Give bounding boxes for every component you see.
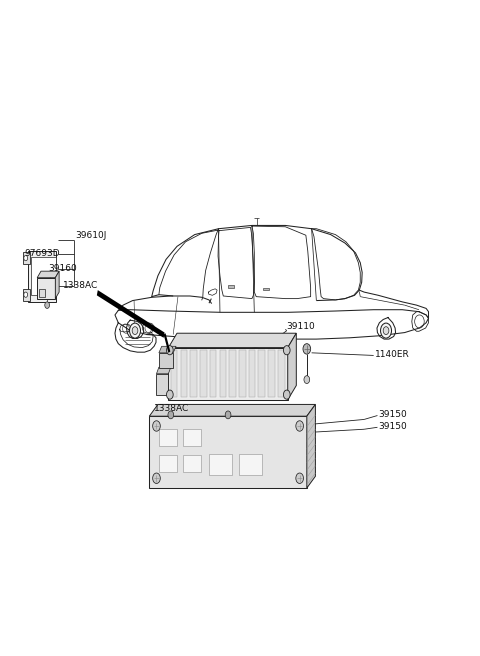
Polygon shape bbox=[159, 353, 173, 369]
Text: 1140ER: 1140ER bbox=[374, 350, 409, 359]
Text: 39160: 39160 bbox=[48, 264, 77, 273]
Bar bbox=[183, 429, 201, 445]
Circle shape bbox=[167, 346, 173, 355]
Circle shape bbox=[303, 344, 311, 354]
Text: 39110: 39110 bbox=[287, 322, 315, 331]
Circle shape bbox=[304, 376, 310, 384]
Polygon shape bbox=[307, 405, 315, 488]
Polygon shape bbox=[200, 350, 207, 398]
Circle shape bbox=[225, 411, 231, 419]
Circle shape bbox=[383, 327, 389, 335]
Circle shape bbox=[45, 302, 49, 308]
Polygon shape bbox=[219, 350, 226, 398]
Polygon shape bbox=[55, 271, 59, 298]
Polygon shape bbox=[259, 350, 265, 398]
Bar bbox=[23, 252, 30, 264]
Polygon shape bbox=[239, 350, 246, 398]
Circle shape bbox=[283, 346, 290, 355]
Bar bbox=[159, 429, 177, 445]
Text: 39150: 39150 bbox=[378, 422, 407, 431]
Circle shape bbox=[24, 255, 28, 260]
Polygon shape bbox=[229, 350, 236, 398]
Polygon shape bbox=[149, 405, 315, 416]
Circle shape bbox=[296, 473, 303, 483]
Polygon shape bbox=[156, 367, 171, 374]
Polygon shape bbox=[28, 251, 56, 302]
Polygon shape bbox=[190, 350, 197, 398]
Polygon shape bbox=[171, 350, 178, 398]
Polygon shape bbox=[268, 350, 275, 398]
Polygon shape bbox=[249, 350, 255, 398]
Polygon shape bbox=[156, 374, 168, 395]
Bar bbox=[209, 454, 232, 475]
Polygon shape bbox=[149, 416, 307, 488]
Text: 39610J: 39610J bbox=[75, 231, 107, 240]
Circle shape bbox=[168, 411, 174, 419]
Polygon shape bbox=[210, 350, 216, 398]
Circle shape bbox=[153, 473, 160, 483]
Text: 1338AC: 1338AC bbox=[154, 404, 189, 413]
Bar bbox=[263, 287, 269, 290]
Text: 1338AC: 1338AC bbox=[62, 281, 98, 289]
Text: 39150: 39150 bbox=[378, 411, 407, 419]
Circle shape bbox=[381, 323, 392, 338]
Polygon shape bbox=[97, 290, 165, 338]
Bar bbox=[23, 289, 30, 300]
Polygon shape bbox=[288, 333, 296, 400]
Circle shape bbox=[296, 420, 303, 431]
Polygon shape bbox=[278, 350, 285, 398]
Bar bbox=[183, 455, 201, 472]
Bar bbox=[239, 454, 262, 475]
Polygon shape bbox=[180, 350, 187, 398]
Bar bbox=[38, 289, 45, 297]
Circle shape bbox=[167, 390, 173, 400]
Circle shape bbox=[132, 327, 138, 335]
Circle shape bbox=[50, 273, 55, 279]
Bar bbox=[37, 277, 55, 298]
Text: 97693D: 97693D bbox=[24, 249, 60, 258]
Circle shape bbox=[24, 292, 28, 297]
Polygon shape bbox=[32, 257, 56, 295]
Polygon shape bbox=[168, 348, 288, 400]
Polygon shape bbox=[159, 346, 176, 353]
Polygon shape bbox=[164, 333, 170, 353]
Circle shape bbox=[153, 420, 160, 431]
Polygon shape bbox=[168, 333, 296, 348]
Bar bbox=[228, 285, 234, 287]
Circle shape bbox=[130, 323, 141, 338]
Polygon shape bbox=[37, 271, 59, 277]
Bar bbox=[159, 455, 177, 472]
Circle shape bbox=[283, 390, 290, 400]
